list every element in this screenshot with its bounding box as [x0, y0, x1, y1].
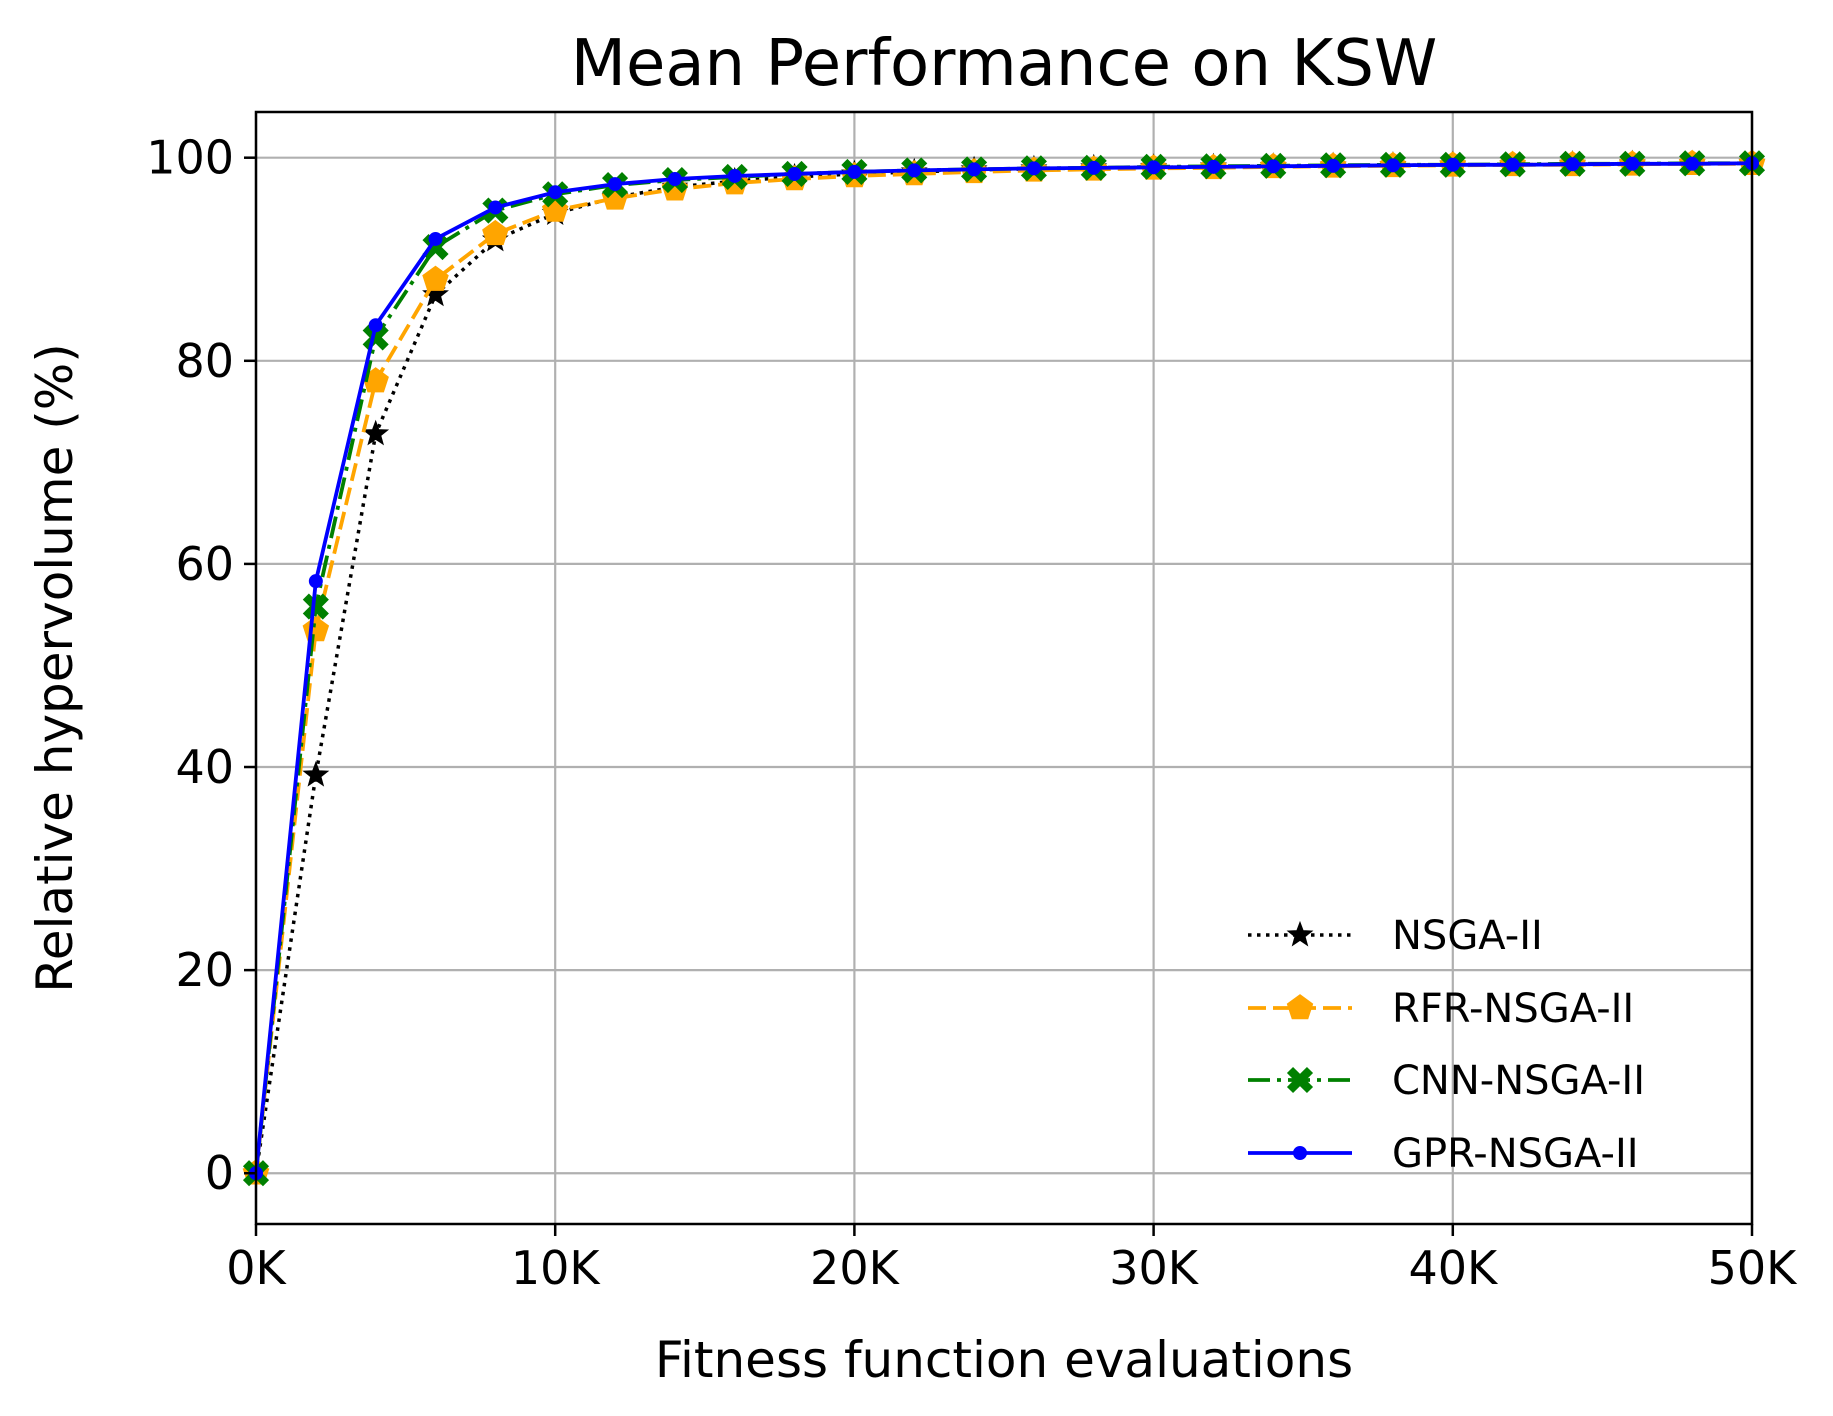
x-tick-label: 30K [1109, 1241, 1200, 1295]
data-point-gpr-nsga-ii [727, 168, 742, 183]
y-tick-label: 40 [175, 740, 234, 794]
legend-label: NSGA-II [1392, 913, 1543, 959]
y-tick-label: 80 [175, 334, 234, 388]
legend: NSGA-II RFR-NSGA-II CNN-NSGA-II GPR-NSGA-II [1248, 913, 1645, 1177]
legend-label: RFR-NSGA-II [1392, 986, 1634, 1032]
y-tick-label: 20 [175, 943, 234, 997]
data-point-gpr-nsga-ii [1625, 156, 1640, 171]
legend-marker [1286, 994, 1314, 1020]
series-cnn-nsga-ii [242, 150, 1766, 1187]
data-point-gpr-nsga-ii [1505, 157, 1520, 172]
legend-item-nsga-ii: NSGA-II [1248, 913, 1543, 959]
data-point-nsga-ii [302, 760, 330, 787]
data-point-nsga-ii [362, 419, 390, 446]
x-axis-title: Fitness function evaluations [655, 1331, 1353, 1389]
x-tick-label: 20K [810, 1241, 901, 1295]
y-tick-label: 100 [146, 131, 234, 185]
plot-series [242, 149, 1766, 1187]
y-tick-label: 0 [205, 1146, 234, 1200]
data-point-gpr-nsga-ii [428, 231, 443, 246]
data-point-rfr-nsga-ii [422, 265, 449, 291]
x-tick-label: 10K [511, 1241, 602, 1295]
legend-item-gpr-nsga-ii: GPR-NSGA-II [1248, 1131, 1639, 1177]
data-point-gpr-nsga-ii [308, 574, 323, 589]
legend-label: GPR-NSGA-II [1392, 1131, 1639, 1177]
data-point-gpr-nsga-ii [1385, 158, 1400, 173]
data-point-gpr-nsga-ii [667, 172, 682, 187]
data-point-rfr-nsga-ii [482, 219, 509, 246]
x-tick-label: 40K [1408, 1241, 1499, 1295]
chart-title: Mean Performance on KSW [571, 27, 1438, 101]
data-point-gpr-nsga-ii [847, 164, 862, 179]
data-point-gpr-nsga-ii [1086, 160, 1101, 175]
data-point-gpr-nsga-ii [967, 162, 982, 177]
data-point-gpr-nsga-ii [1026, 161, 1041, 176]
data-point-cnn-nsga-ii [302, 593, 329, 620]
data-point-gpr-nsga-ii [787, 166, 802, 181]
y-axis-title: Relative hypervolume (%) [26, 343, 84, 993]
axis-ticks: 0K 10K 20K 30K 40K 50K 0 20 40 60 80 100 [146, 131, 1798, 1295]
data-point-gpr-nsga-ii [608, 177, 623, 192]
legend-marker [1286, 1066, 1314, 1094]
series-line-gpr-nsga-ii [254, 161, 1753, 1174]
data-point-gpr-nsga-ii [1206, 159, 1221, 174]
data-point-gpr-nsga-ii [548, 185, 563, 200]
x-tick-label: 50K [1708, 1241, 1799, 1295]
data-point-gpr-nsga-ii [1146, 160, 1161, 175]
legend-item-rfr-nsga-ii: RFR-NSGA-II [1248, 986, 1634, 1032]
y-tick-label: 60 [175, 537, 234, 591]
data-point-gpr-nsga-ii [1445, 157, 1460, 172]
data-point-gpr-nsga-ii [1266, 159, 1281, 174]
plot-frame [254, 110, 1754, 1226]
data-point-gpr-nsga-ii [907, 163, 922, 178]
data-point-gpr-nsga-ii [1565, 157, 1580, 172]
legend-marker [1286, 920, 1314, 947]
legend-item-cnn-nsga-ii: CNN-NSGA-II [1248, 1058, 1645, 1104]
data-point-gpr-nsga-ii [1685, 156, 1700, 171]
data-point-gpr-nsga-ii [488, 200, 503, 215]
data-point-gpr-nsga-ii [1326, 158, 1341, 173]
legend-marker [1293, 1146, 1307, 1160]
x-tick-label: 0K [226, 1241, 287, 1295]
series-gpr-nsga-ii [249, 156, 1759, 1181]
data-point-gpr-nsga-ii [368, 318, 383, 333]
legend-label: CNN-NSGA-II [1392, 1058, 1645, 1104]
